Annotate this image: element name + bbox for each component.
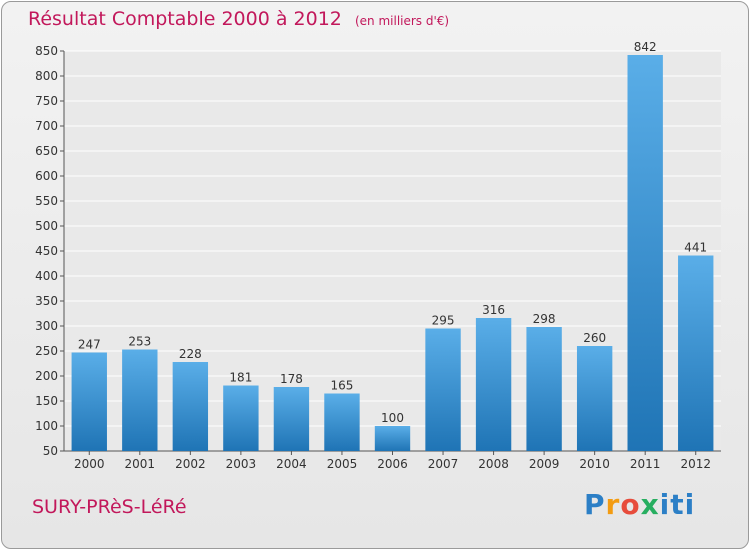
bar (122, 349, 158, 451)
grid-layer (64, 50, 721, 452)
data-label: 298 (533, 312, 556, 326)
y-tick-label: 150 (35, 394, 58, 408)
y-tick-label: 850 (35, 44, 58, 58)
data-labels: 247 253 228 181 178 165 100 295 316 298 260 842 441 (78, 40, 707, 425)
logo-part: x (640, 488, 660, 521)
logo-part: o (620, 488, 641, 521)
data-label: 253 (128, 335, 151, 349)
y-tick-label: 100 (35, 419, 58, 433)
chart-title: Résultat Comptable 2000 à 2012 (28, 8, 342, 30)
y-tick-label: 550 (35, 194, 58, 208)
x-tick-label: 2000 (74, 457, 105, 471)
x-tick-label: 2008 (478, 457, 509, 471)
y-tick-label: 50 (43, 444, 58, 458)
bar (678, 255, 714, 451)
data-label: 295 (432, 314, 455, 328)
logo-part: iti (659, 488, 696, 521)
x-tick-label: 2002 (175, 457, 206, 471)
y-tick-label: 250 (35, 344, 58, 358)
bar (172, 362, 209, 451)
bar (475, 318, 512, 451)
x-axis: 2000 2001 2002 2003 2004 2005 2006 2007 2008 2009… (74, 451, 711, 471)
bar (223, 385, 259, 451)
x-tick-label: 2005 (327, 457, 358, 471)
y-tick-label: 450 (35, 244, 58, 258)
y-tick-label: 500 (35, 219, 58, 233)
x-tick-label: 2011 (630, 457, 661, 471)
data-label: 441 (684, 241, 707, 255)
y-tick-label: 800 (35, 69, 58, 83)
bar (576, 346, 613, 451)
y-tick-label: 400 (35, 269, 58, 283)
data-label: 842 (634, 40, 657, 54)
x-tick-label: 2001 (125, 457, 156, 471)
y-tick-label: 750 (35, 94, 58, 108)
data-label: 178 (280, 372, 303, 386)
data-label: 165 (331, 379, 354, 393)
bar (273, 387, 310, 451)
data-label: 247 (78, 338, 101, 352)
x-tick-label: 2003 (226, 457, 257, 471)
x-tick-label: 2009 (529, 457, 560, 471)
bar (71, 352, 107, 451)
x-tick-label: 2004 (276, 457, 307, 471)
data-label: 228 (179, 347, 202, 361)
bar (374, 426, 411, 451)
bar (324, 393, 360, 451)
data-label: 260 (583, 331, 606, 345)
bar (425, 328, 461, 451)
y-tick-label: 650 (35, 144, 58, 158)
y-tick-label: 350 (35, 294, 58, 308)
bar-chart: 50 100 150 200 250 300 350 400 450 500 550 600 650 70… (35, 40, 721, 471)
bar (526, 327, 562, 451)
x-tick-label: 2010 (579, 457, 610, 471)
y-tick-label: 700 (35, 119, 58, 133)
x-tick-label: 2007 (428, 457, 459, 471)
logo-part: r (605, 488, 621, 521)
data-label: 316 (482, 303, 505, 317)
bar (627, 55, 663, 451)
commune-name: SURY-PRèS-LéRé (32, 496, 187, 518)
proxiti-logo: Proxiti (584, 488, 695, 521)
x-tick-label: 2012 (680, 457, 711, 471)
chart-subtitle: (en milliers d'€) (354, 14, 450, 28)
x-tick-label: 2006 (377, 457, 408, 471)
data-label: 181 (229, 371, 252, 385)
y-tick-label: 600 (35, 169, 58, 183)
logo-part: P (584, 488, 606, 521)
y-tick-label: 200 (35, 369, 58, 383)
y-tick-label: 300 (35, 319, 58, 333)
data-label: 100 (381, 411, 404, 425)
bars (71, 55, 714, 451)
title-row: Résultat Comptable 2000 à 2012 (en milli… (28, 8, 449, 30)
